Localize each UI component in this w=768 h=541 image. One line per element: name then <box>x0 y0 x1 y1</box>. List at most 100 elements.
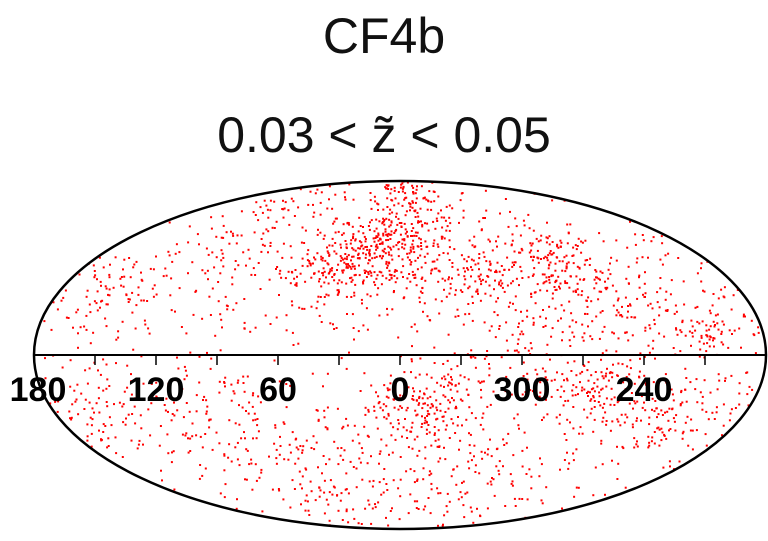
galaxy-point <box>339 259 342 262</box>
galaxy-point <box>451 277 453 280</box>
galaxy-point <box>643 401 645 404</box>
galaxy-point <box>275 268 277 270</box>
galaxy-point <box>375 227 378 230</box>
galaxy-point <box>705 329 708 332</box>
galaxy-point <box>522 375 525 377</box>
galaxy-point <box>478 253 481 255</box>
galaxy-point <box>84 369 87 372</box>
galaxy-point <box>381 409 384 412</box>
galaxy-point <box>105 363 108 366</box>
galaxy-point <box>367 408 370 411</box>
galaxy-point <box>715 406 718 409</box>
galaxy-point <box>470 356 473 359</box>
galaxy-point <box>395 215 397 218</box>
galaxy-point <box>238 404 240 407</box>
galaxy-point <box>396 428 399 431</box>
galaxy-point <box>236 441 239 444</box>
galaxy-point <box>531 390 534 393</box>
galaxy-point <box>506 256 509 259</box>
galaxy-point <box>95 402 98 405</box>
galaxy-point <box>438 312 441 315</box>
galaxy-point <box>539 457 541 460</box>
galaxy-point <box>362 281 364 284</box>
galaxy-point <box>742 313 745 316</box>
galaxy-point <box>304 499 307 502</box>
galaxy-point <box>459 289 462 292</box>
galaxy-point <box>442 523 444 526</box>
galaxy-point <box>65 316 68 319</box>
galaxy-point <box>536 373 539 376</box>
galaxy-point <box>445 229 448 232</box>
galaxy-point <box>606 286 609 289</box>
galaxy-point <box>427 229 430 232</box>
galaxy-point <box>378 452 381 455</box>
galaxy-point <box>387 414 390 417</box>
galaxy-point <box>598 395 601 398</box>
galaxy-point <box>633 400 636 403</box>
galaxy-point <box>170 461 173 464</box>
galaxy-point <box>130 380 133 383</box>
galaxy-point <box>509 210 511 213</box>
galaxy-point <box>231 232 234 235</box>
galaxy-point <box>711 304 714 307</box>
galaxy-point <box>377 402 380 405</box>
galaxy-point <box>535 237 538 240</box>
galaxy-point <box>447 399 450 402</box>
galaxy-point <box>586 305 589 308</box>
galaxy-point <box>390 233 393 236</box>
galaxy-point <box>587 361 590 364</box>
galaxy-point <box>415 284 418 287</box>
galaxy-point <box>430 488 433 491</box>
galaxy-point <box>570 312 573 315</box>
galaxy-point <box>740 346 742 349</box>
galaxy-point <box>613 396 616 399</box>
galaxy-point <box>583 388 586 391</box>
galaxy-point <box>641 256 644 259</box>
galaxy-point <box>372 237 375 240</box>
galaxy-point <box>493 288 495 291</box>
galaxy-point <box>480 280 483 283</box>
galaxy-point <box>488 374 491 377</box>
galaxy-point <box>682 430 685 433</box>
galaxy-point <box>425 420 428 423</box>
galaxy-point <box>625 331 628 334</box>
galaxy-point <box>88 303 91 306</box>
galaxy-point <box>467 393 470 396</box>
galaxy-point <box>345 265 348 268</box>
galaxy-point <box>529 342 532 345</box>
galaxy-point <box>631 426 634 429</box>
galaxy-point <box>497 469 500 472</box>
galaxy-point <box>90 424 93 427</box>
galaxy-point <box>285 314 288 317</box>
galaxy-point <box>619 424 622 427</box>
galaxy-point <box>70 416 73 419</box>
galaxy-point <box>685 400 688 403</box>
galaxy-point <box>401 238 404 241</box>
galaxy-point <box>362 324 365 327</box>
galaxy-point <box>545 241 548 244</box>
galaxy-point <box>408 202 411 205</box>
galaxy-point <box>368 250 371 253</box>
galaxy-point <box>400 271 403 274</box>
galaxy-point <box>722 343 725 346</box>
galaxy-point <box>353 424 356 427</box>
galaxy-point <box>684 334 687 337</box>
galaxy-point <box>305 494 308 497</box>
galaxy-point <box>231 276 234 279</box>
galaxy-point <box>281 208 284 210</box>
galaxy-point <box>326 207 329 210</box>
galaxy-point <box>713 325 716 328</box>
galaxy-point <box>208 426 211 429</box>
galaxy-point <box>50 328 53 331</box>
galaxy-point <box>627 265 630 268</box>
galaxy-point <box>411 235 414 237</box>
galaxy-point <box>627 339 630 342</box>
galaxy-point <box>207 278 209 281</box>
galaxy-point <box>55 379 58 381</box>
galaxy-point <box>327 252 330 254</box>
galaxy-point <box>353 338 355 341</box>
galaxy-point <box>433 362 436 364</box>
galaxy-point <box>565 262 568 265</box>
galaxy-point <box>386 307 388 310</box>
galaxy-point <box>293 488 296 490</box>
